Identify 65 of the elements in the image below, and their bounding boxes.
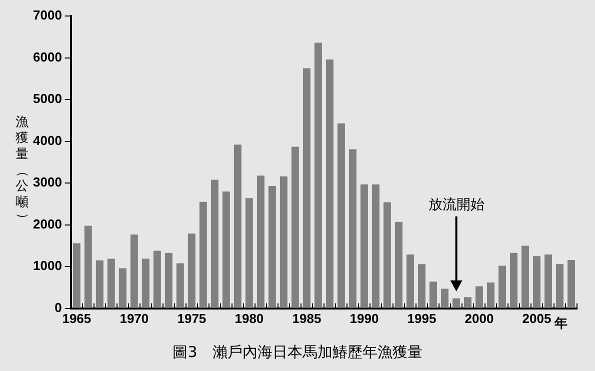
y-tick-label: 3000 [33,174,62,190]
bar [568,260,575,308]
bar [245,198,253,308]
bar [348,149,356,308]
bar [130,234,138,308]
bar [372,184,380,308]
bar [498,266,506,308]
bar [142,258,150,308]
bar [302,68,310,308]
bar [556,264,564,308]
bar [118,268,126,308]
bar [256,176,264,308]
bar [544,254,552,308]
x-tick-label: 1980 [234,310,264,326]
bar [429,282,437,308]
bar [406,254,414,308]
annotation: 放流開始 [428,197,484,214]
bar [96,260,104,308]
bar [337,123,345,308]
bar [164,252,172,308]
bar [533,256,540,308]
y-tick-label: 1000 [33,258,62,274]
y-axis-title: 漁獲量（公噸） [14,115,31,228]
y-tick-label: 6000 [33,49,62,64]
y-tick-label: 4000 [33,132,62,148]
bar [153,250,161,308]
bar [84,226,92,308]
x-tick-label: 2005 [522,310,552,326]
bar [326,59,334,308]
x-tick-label: 1985 [292,310,322,326]
y-tick-label: 0 [54,300,62,315]
bar [234,144,242,308]
bar [280,176,288,308]
y-tick-label: 2000 [33,216,62,232]
bar [360,184,368,308]
bar [452,298,460,308]
bar [440,288,448,308]
bar [394,222,402,308]
y-tick-label: 5000 [33,91,62,106]
y-tick-label: 7000 [33,8,62,23]
text: 圖3 瀨戶內海日本馬加鰆歷年漁獲量 [172,343,424,362]
bar [418,264,426,308]
bar [268,186,276,308]
bar [199,202,207,308]
bar [314,42,322,308]
bar [188,234,196,308]
bar [176,263,184,308]
bar [464,297,472,308]
bar [291,146,299,308]
bar [222,191,230,308]
bar [107,258,115,308]
x-tick-label: 1970 [120,310,149,326]
x-tick-label: 1965 [62,310,92,326]
bar [510,252,518,308]
bar [72,243,80,308]
bar [210,180,218,308]
x-axis-title: 年 [554,316,568,332]
x-tick-label: 2000 [464,310,494,326]
x-tick-label: 1990 [350,310,379,326]
bar [487,282,494,308]
bar [383,202,391,308]
x-tick-label: 1995 [407,310,436,326]
bar [475,286,483,308]
bar [522,246,529,308]
x-tick-label: 1975 [177,310,206,326]
